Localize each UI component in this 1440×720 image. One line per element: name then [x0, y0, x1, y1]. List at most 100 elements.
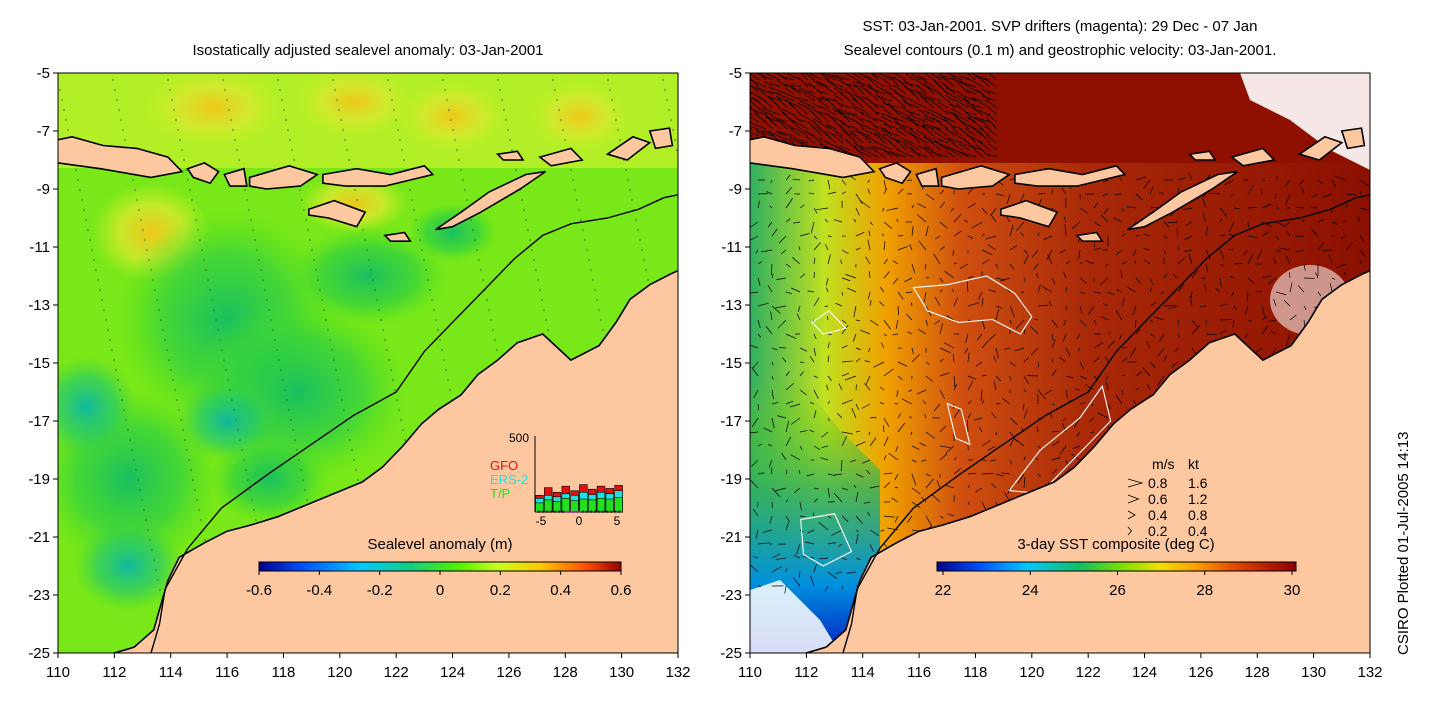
velocity-vector: [1310, 227, 1319, 237]
velocity-vector: [981, 207, 988, 215]
velocity-vector: [976, 89, 991, 102]
velocity-vector: [796, 118, 809, 123]
velocity-vector: [766, 73, 781, 81]
track-dot: [145, 519, 147, 521]
track-dot: [351, 449, 353, 451]
velocity-vector: [897, 413, 901, 419]
velocity-vector: [755, 249, 759, 254]
track-dot: [149, 539, 151, 541]
track-dot: [635, 219, 637, 221]
velocity-vector: [889, 137, 907, 144]
velocity-vector: [799, 87, 816, 95]
velocity-vector: [771, 116, 788, 123]
velocity-vector: [799, 107, 809, 116]
velocity-vector: [813, 126, 823, 137]
track-dot: [602, 329, 604, 331]
velocity-vector: [934, 319, 941, 325]
velocity-vector: [867, 86, 886, 95]
track-dot: [382, 329, 384, 331]
x-tick-label: 122: [1076, 664, 1101, 681]
velocity-vector: [1062, 333, 1067, 342]
velocity-vector: [859, 329, 871, 335]
velocity-vector: [868, 431, 871, 436]
velocity-vector: [971, 126, 984, 137]
velocity-vector: [895, 148, 914, 158]
velocity-vector: [816, 207, 829, 211]
velocity-vector: [966, 281, 969, 293]
track-dot: [205, 269, 207, 271]
velocity-vector: [967, 375, 977, 380]
velocity-vector: [846, 571, 857, 574]
track-dot: [75, 169, 77, 171]
velocity-vector: [939, 347, 951, 354]
velocity-vector: [855, 81, 872, 88]
velocity-vector: [934, 89, 949, 102]
velocity-vector: [911, 501, 921, 508]
track-dot: [344, 139, 346, 141]
track-dot: [348, 159, 350, 161]
velocity-vector: [838, 91, 851, 102]
velocity-vector: [974, 75, 991, 81]
velocity-vector: [1229, 275, 1235, 279]
track-dot: [171, 99, 173, 101]
track-dot: [147, 529, 149, 531]
velocity-vector: [1120, 270, 1123, 279]
track-dot: [447, 379, 449, 381]
velocity-vector: [785, 499, 789, 503]
island: [435, 170, 546, 231]
velocity-vector: [1183, 249, 1193, 252]
velocity-vector: [813, 117, 830, 130]
velocity-vector: [799, 501, 802, 511]
velocity-vector: [964, 144, 984, 151]
velocity-vector: [906, 142, 921, 151]
velocity-vector: [866, 179, 871, 183]
track-dot: [118, 109, 120, 111]
velocity-vector: [944, 127, 956, 137]
velocity-vector: [925, 478, 934, 489]
velocity-vector: [910, 73, 921, 81]
track-dot: [507, 129, 509, 131]
velocity-vector: [1271, 331, 1277, 335]
velocity-vector: [981, 473, 994, 475]
velocity-vector: [761, 119, 774, 130]
track-dot: [462, 179, 464, 181]
track-dot: [582, 229, 584, 231]
velocity-vector: [929, 73, 942, 81]
velocity-vector: [821, 431, 829, 438]
velocity-vector: [841, 277, 851, 282]
velocity-vector: [855, 106, 872, 116]
velocity-vector: [1231, 291, 1235, 297]
track-dot: [174, 389, 176, 391]
velocity-vector: [925, 515, 933, 527]
track-dot: [315, 269, 317, 271]
track-dot: [533, 259, 535, 261]
velocity-vector: [1075, 388, 1081, 391]
velocity-vector: [967, 202, 976, 209]
velocity-vector: [750, 79, 767, 88]
velocity-vector: [1261, 221, 1272, 228]
velocity-vector: [1084, 383, 1095, 391]
velocity-vector: [845, 88, 858, 102]
velocity-vector: [811, 78, 823, 88]
velocity-vector: [933, 126, 949, 137]
velocity-vector: [827, 73, 844, 81]
velocity-vector: [956, 95, 970, 102]
velocity-vector: [855, 491, 859, 503]
velocity-vector: [1093, 202, 1098, 209]
velocity-vector: [827, 375, 832, 381]
velocity-vector: [995, 347, 999, 359]
velocity-vector: [1228, 221, 1235, 233]
velocity-vector: [947, 513, 955, 517]
velocity-vector: [886, 114, 900, 123]
velocity-vector: [861, 128, 879, 137]
velocity-vector: [945, 150, 956, 158]
y-tick-label: -9: [37, 181, 50, 198]
track-dot: [744, 489, 746, 491]
track-dot: [464, 189, 466, 191]
velocity-vector: [960, 120, 977, 130]
velocity-vector: [800, 114, 816, 123]
right-map-title-line2: Sealevel contours (0.1 m) and geostrophi…: [843, 42, 1277, 59]
track-dot: [127, 429, 129, 431]
track-dot: [629, 189, 631, 191]
velocity-vector: [883, 319, 891, 330]
